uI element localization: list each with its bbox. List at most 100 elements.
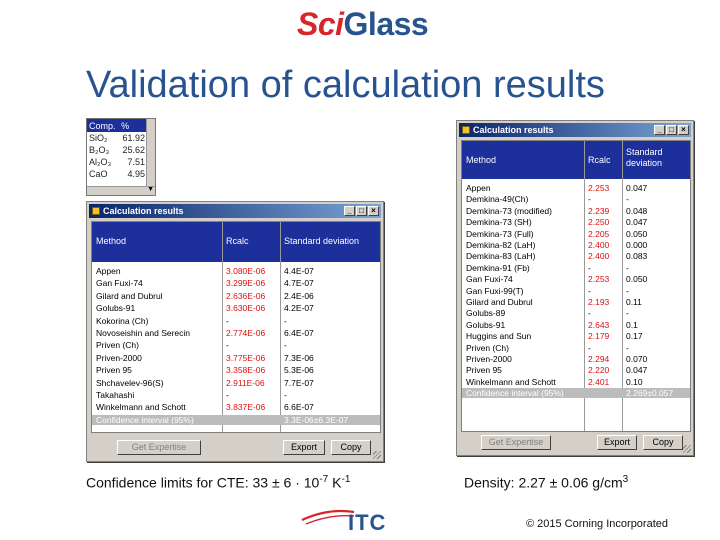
rcalc-cell: - bbox=[588, 342, 591, 353]
table-row[interactable]: Winkelmann and Schott 2.401 0.10 bbox=[462, 377, 690, 387]
table-row[interactable]: Priven (Ch) - - bbox=[92, 340, 380, 350]
method-cell: Novoseishin and Serecin bbox=[96, 328, 191, 338]
rcalc-cell: 2.179 bbox=[588, 331, 610, 342]
stddev-cell: 0.050 bbox=[626, 228, 648, 239]
stddev-cell: 0.047 bbox=[626, 183, 648, 193]
calculation-results-window-cte[interactable]: Calculation results _ □ × Method Rcalc Sta… bbox=[86, 201, 384, 462]
calculation-results-window-density[interactable]: Calculation results _ □ × Method Rcalc Sta… bbox=[456, 120, 694, 456]
table-row[interactable]: Priven (Ch) - - bbox=[462, 343, 690, 353]
copy-button[interactable]: Copy bbox=[643, 435, 683, 450]
cte-caption: Confidence limits for CTE: 33 ± 6 · 10-7… bbox=[86, 474, 350, 491]
minimize-icon[interactable]: _ bbox=[654, 125, 665, 135]
table-row[interactable]: Priven-2000 3.775E-06 7.3E-06 bbox=[92, 353, 380, 363]
window-title: Calculation results bbox=[473, 125, 554, 135]
rcalc-cell: 3.775E-06 bbox=[226, 352, 266, 363]
table-row[interactable]: Gilard and Dubrul 2.636E-06 2.4E-06 bbox=[92, 291, 380, 301]
table-row[interactable]: Priven 95 3.358E-06 5.3E-06 bbox=[92, 365, 380, 375]
method-cell: Demkina-73 (Full) bbox=[466, 228, 534, 239]
vertical-scrollbar[interactable] bbox=[146, 119, 155, 195]
app-icon bbox=[462, 126, 470, 134]
table-row[interactable]: Demkina-73 (SH) 2.250 0.047 bbox=[462, 217, 690, 227]
scroll-down-icon[interactable]: ▼ bbox=[147, 186, 154, 193]
rcalc-cell: 2.193 bbox=[588, 297, 610, 307]
table-row[interactable]: Huggins and Sun 2.179 0.17 bbox=[462, 331, 690, 341]
method-cell: Huggins and Sun bbox=[466, 331, 532, 342]
minimize-icon[interactable]: _ bbox=[344, 206, 355, 216]
table-row[interactable]: Golubs-89 - - bbox=[462, 308, 690, 318]
table-row[interactable]: Appen 3.080E-06 4.4E-07 bbox=[92, 266, 380, 276]
table-row[interactable]: Gan Fuxi-74 2.253 0.050 bbox=[462, 274, 690, 284]
table-row[interactable]: B₂O₃ 25.62 bbox=[87, 144, 147, 156]
table-row[interactable]: Golubs-91 2.643 0.1 bbox=[462, 320, 690, 330]
percent-cell: 4.95 bbox=[127, 169, 145, 179]
table-row[interactable]: Winkelmann and Schott 3.837E-06 6.6E-07 bbox=[92, 402, 380, 412]
method-cell: Winkelmann and Schott bbox=[96, 402, 186, 413]
window-titlebar[interactable]: Calculation results _ □ × bbox=[459, 123, 691, 137]
window-titlebar[interactable]: Calculation results _ □ × bbox=[89, 204, 381, 218]
table-row[interactable]: Al₂O₃ 7.51 bbox=[87, 156, 147, 168]
table-row[interactable]: Gilard and Dubrul 2.193 0.11 bbox=[462, 297, 690, 307]
confidence-interval-row[interactable]: Confidence interval (95%) 3.3E-06±6.3E-07 bbox=[92, 414, 380, 425]
stddev-cell: - bbox=[284, 390, 287, 400]
table-row[interactable]: Demkina-49(Ch) - - bbox=[462, 194, 690, 204]
percent-cell: 61.92 bbox=[122, 133, 145, 143]
close-icon[interactable]: × bbox=[678, 125, 689, 135]
method-cell: Demkina-73 (modified) bbox=[466, 205, 552, 216]
table-row[interactable]: Kokorina (Ch) - - bbox=[92, 316, 380, 326]
results-grid[interactable]: Method Rcalc Standard deviation Appen 2.2… bbox=[461, 140, 691, 432]
maximize-icon[interactable]: □ bbox=[356, 206, 367, 216]
horizontal-scrollbar[interactable]: ▼ bbox=[87, 186, 155, 195]
method-cell: Golubs-89 bbox=[466, 308, 506, 319]
table-row[interactable]: Takahashi - - bbox=[92, 390, 380, 400]
table-row[interactable]: Demkina-73 (modified) 2.239 0.048 bbox=[462, 206, 690, 216]
table-row[interactable]: Gan Fuxi-74 3.299E-06 4.7E-07 bbox=[92, 278, 380, 288]
table-row[interactable]: Demkina-82 (LaH) 2.400 0.000 bbox=[462, 240, 690, 250]
density-caption-text: Density: 2.27 ± 0.06 g/cm bbox=[464, 474, 623, 491]
get-expertise-button[interactable]: Get Expertise bbox=[481, 435, 551, 450]
confidence-interval-value: 3.3E-06±6.3E-07 bbox=[284, 414, 349, 425]
table-row[interactable]: Appen 2.253 0.047 bbox=[462, 183, 690, 193]
method-cell: Gilard and Dubrul bbox=[466, 297, 533, 307]
rcalc-header[interactable]: Rcalc bbox=[226, 236, 249, 246]
method-cell: Appen bbox=[466, 183, 491, 193]
logo-part-sci: Sci bbox=[297, 6, 344, 42]
percent-header[interactable]: % bbox=[119, 119, 147, 132]
rcalc-cell: - bbox=[226, 390, 229, 400]
maximize-icon[interactable]: □ bbox=[666, 125, 677, 135]
sciglass-logo: SciGlass bbox=[297, 6, 429, 44]
table-row[interactable]: CaO 4.95 bbox=[87, 168, 147, 180]
comp-header[interactable]: Comp. bbox=[87, 119, 120, 132]
results-grid[interactable]: Method Rcalc Standard deviation Appen 3.0… bbox=[91, 221, 381, 433]
copy-button[interactable]: Copy bbox=[331, 440, 371, 455]
get-expertise-button[interactable]: Get Expertise bbox=[117, 440, 201, 455]
stddev-header[interactable]: Standard deviation bbox=[626, 147, 663, 168]
close-icon[interactable]: × bbox=[368, 206, 379, 216]
component-cell: Al₂O₃ bbox=[89, 157, 112, 167]
table-row[interactable]: SiO₂ 61.92 bbox=[87, 132, 147, 144]
resize-grip-icon[interactable] bbox=[683, 445, 691, 453]
table-row[interactable]: Demkina-73 (Full) 2.205 0.050 bbox=[462, 229, 690, 239]
method-header[interactable]: Method bbox=[466, 155, 497, 165]
table-row[interactable]: Demkina-91 (Fb) - - bbox=[462, 263, 690, 273]
rcalc-header[interactable]: Rcalc bbox=[588, 155, 611, 165]
rcalc-cell: - bbox=[588, 194, 591, 205]
stddev-header[interactable]: Standard deviation bbox=[284, 236, 360, 246]
resize-grip-icon[interactable] bbox=[373, 451, 381, 459]
stddev-cell: 0.11 bbox=[626, 297, 642, 307]
table-row[interactable]: Golubs-91 3.630E-06 4.2E-07 bbox=[92, 303, 380, 313]
method-header[interactable]: Method bbox=[96, 236, 127, 246]
table-row[interactable]: Shchavelev-96(S) 2.911E-06 7.7E-07 bbox=[92, 378, 380, 388]
rcalc-cell: 2.239 bbox=[588, 205, 610, 216]
table-row[interactable]: Demkina-83 (LaH) 2.400 0.083 bbox=[462, 251, 690, 261]
table-row[interactable]: Novoseishin and Serecin 2.774E-06 6.4E-07 bbox=[92, 328, 380, 338]
export-button[interactable]: Export bbox=[283, 440, 325, 455]
export-button[interactable]: Export bbox=[597, 435, 637, 450]
stddev-cell: 0.048 bbox=[626, 205, 648, 216]
composition-grid[interactable]: Comp. % SiO₂ 61.92 B₂O₃ 25.62 Al₂O₃ 7.51 Ca… bbox=[86, 118, 156, 196]
method-cell: Gan Fuxi-74 bbox=[466, 274, 513, 285]
stddev-cell: 2.4E-06 bbox=[284, 290, 314, 301]
table-row[interactable]: Gan Fuxi-99(T) - - bbox=[462, 286, 690, 296]
table-row[interactable]: Priven-2000 2.294 0.070 bbox=[462, 354, 690, 364]
table-row[interactable]: Priven 95 2.220 0.047 bbox=[462, 365, 690, 375]
confidence-interval-row[interactable]: Confidence interval (95%) 2.269±0.057 bbox=[462, 388, 690, 399]
